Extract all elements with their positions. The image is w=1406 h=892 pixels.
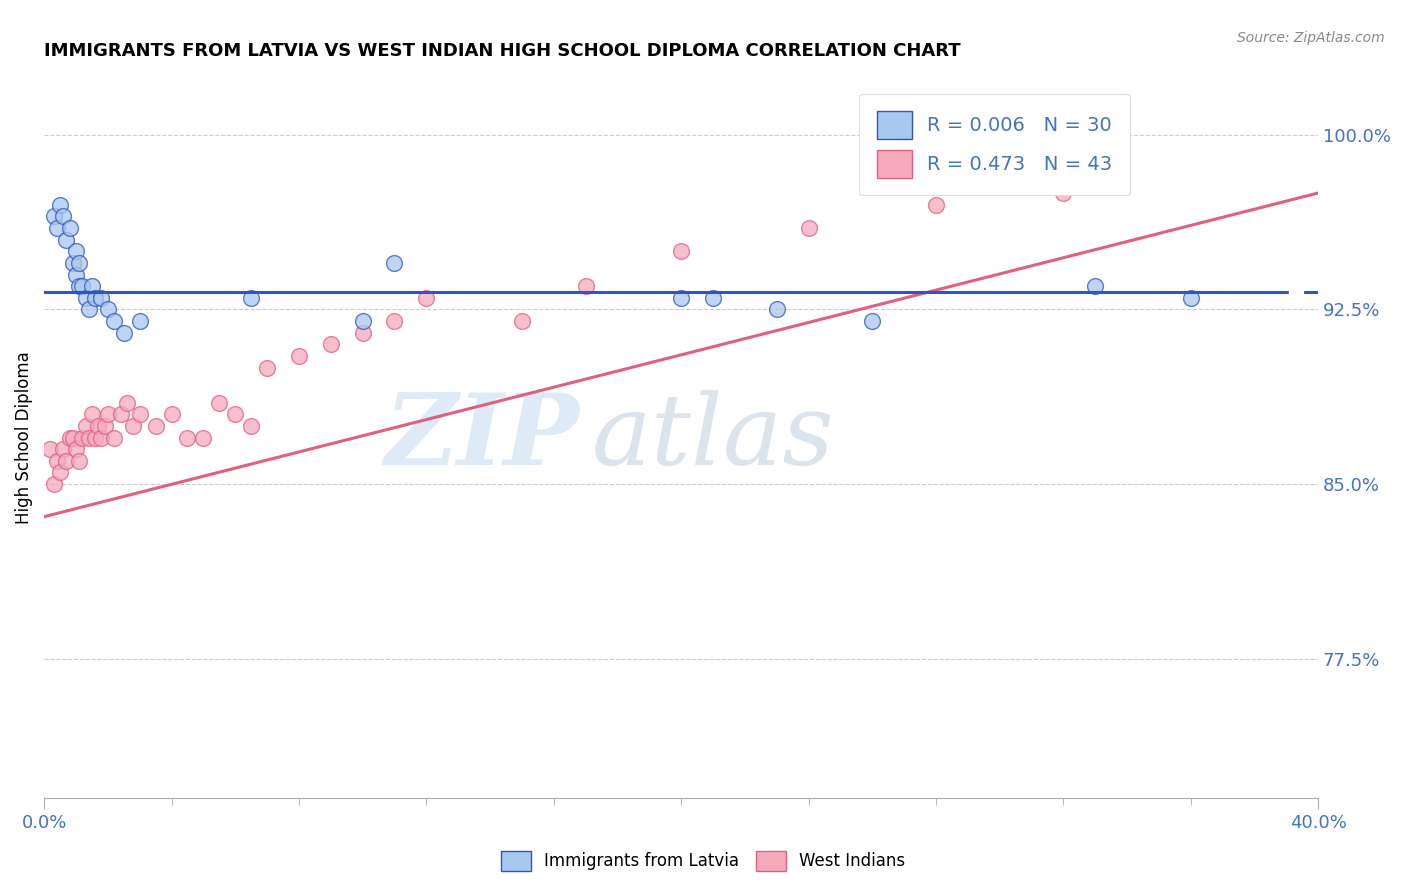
- Point: [58, 221, 80, 235]
- Point: [45, 221, 67, 235]
- Legend: R = 0.006   N = 30, R = 0.473   N = 43: R = 0.006 N = 30, R = 0.473 N = 43: [859, 94, 1130, 195]
- Point: [193, 430, 215, 444]
- Point: [58, 430, 80, 444]
- Point: [103, 430, 125, 444]
- Point: [49, 197, 72, 211]
- Point: [112, 326, 135, 340]
- Point: [77, 302, 100, 317]
- Point: [90, 430, 112, 444]
- Point: [1180, 291, 1202, 305]
- Text: IMMIGRANTS FROM LATVIA VS WEST INDIAN HIGH SCHOOL DIPLOMA CORRELATION CHART: IMMIGRANTS FROM LATVIA VS WEST INDIAN HI…: [44, 42, 960, 60]
- Y-axis label: High School Diploma: High School Diploma: [15, 351, 32, 524]
- Text: atlas: atlas: [592, 390, 835, 485]
- Point: [45, 454, 67, 468]
- Point: [103, 314, 125, 328]
- Point: [65, 244, 87, 259]
- Point: [122, 418, 145, 433]
- Point: [208, 395, 231, 409]
- Point: [67, 256, 90, 270]
- Point: [256, 360, 278, 375]
- Point: [55, 454, 77, 468]
- Point: [176, 430, 198, 444]
- Point: [669, 244, 692, 259]
- Point: [67, 454, 90, 468]
- Point: [319, 337, 342, 351]
- Point: [42, 477, 65, 491]
- Legend: Immigrants from Latvia, West Indians: Immigrants from Latvia, West Indians: [492, 842, 914, 880]
- Point: [39, 442, 62, 457]
- Point: [84, 430, 107, 444]
- Point: [52, 442, 75, 457]
- Point: [669, 291, 692, 305]
- Point: [574, 279, 596, 293]
- Point: [97, 407, 120, 421]
- Point: [128, 407, 150, 421]
- Point: [49, 466, 72, 480]
- Point: [80, 279, 103, 293]
- Point: [702, 291, 724, 305]
- Point: [384, 256, 406, 270]
- Point: [87, 418, 110, 433]
- Point: [415, 291, 437, 305]
- Point: [128, 314, 150, 328]
- Point: [352, 314, 374, 328]
- Point: [384, 314, 406, 328]
- Point: [67, 279, 90, 293]
- Point: [75, 291, 97, 305]
- Point: [72, 430, 94, 444]
- Point: [860, 314, 883, 328]
- Point: [240, 291, 263, 305]
- Point: [145, 418, 167, 433]
- Point: [80, 407, 103, 421]
- Point: [1084, 279, 1107, 293]
- Point: [84, 291, 107, 305]
- Point: [62, 430, 84, 444]
- Point: [240, 418, 263, 433]
- Point: [90, 291, 112, 305]
- Point: [925, 197, 948, 211]
- Point: [1052, 186, 1074, 200]
- Text: ZIP: ZIP: [384, 389, 579, 486]
- Point: [160, 407, 183, 421]
- Point: [72, 279, 94, 293]
- Text: Source: ZipAtlas.com: Source: ZipAtlas.com: [1237, 31, 1385, 45]
- Point: [352, 326, 374, 340]
- Point: [42, 209, 65, 223]
- Point: [62, 256, 84, 270]
- Point: [224, 407, 246, 421]
- Point: [77, 430, 100, 444]
- Point: [52, 209, 75, 223]
- Point: [797, 221, 820, 235]
- Point: [110, 407, 132, 421]
- Point: [75, 418, 97, 433]
- Point: [65, 268, 87, 282]
- Point: [288, 349, 311, 363]
- Point: [765, 302, 787, 317]
- Point: [55, 233, 77, 247]
- Point: [97, 302, 120, 317]
- Point: [65, 442, 87, 457]
- Point: [510, 314, 533, 328]
- Point: [115, 395, 138, 409]
- Point: [93, 418, 115, 433]
